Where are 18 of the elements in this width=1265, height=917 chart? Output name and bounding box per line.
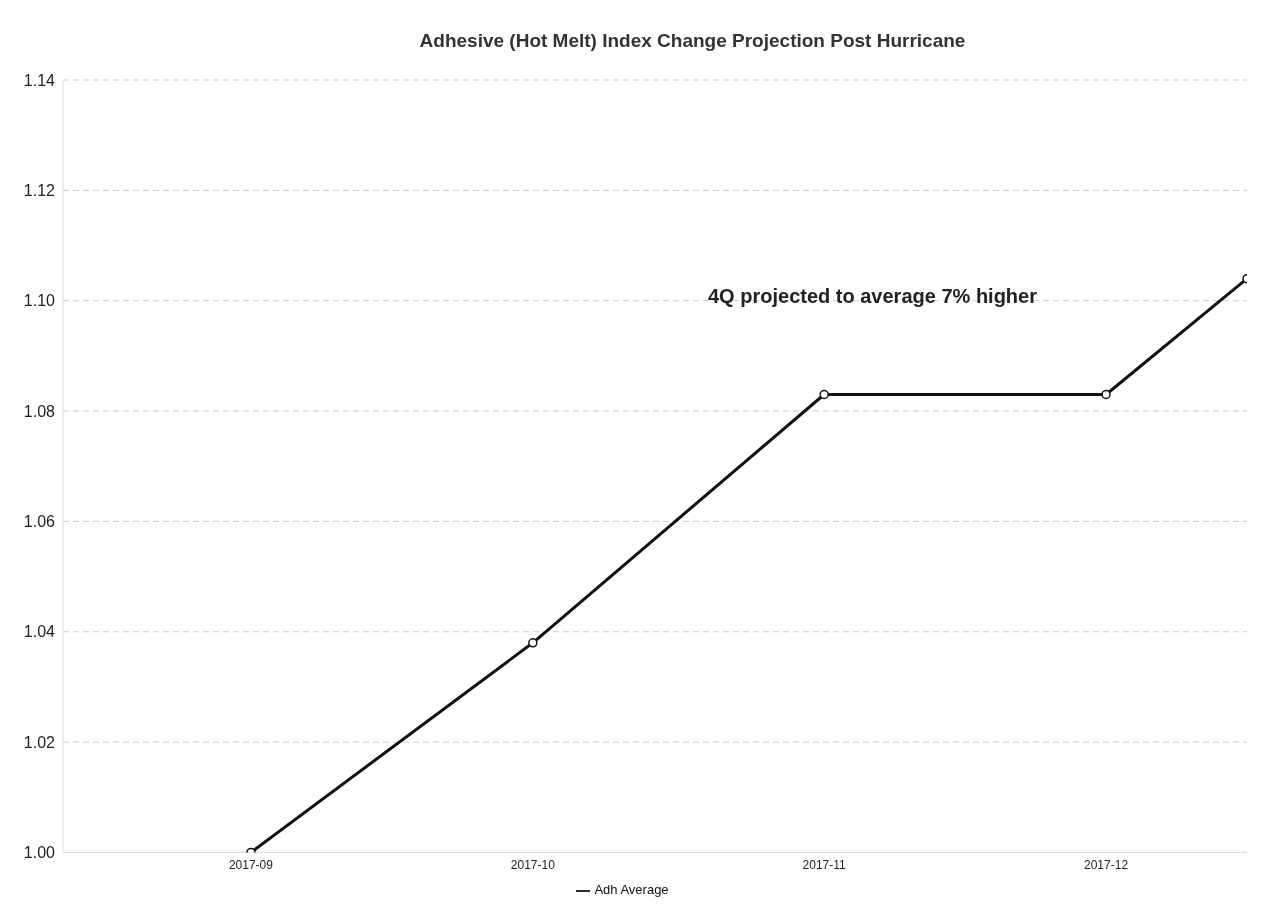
chart-title: Adhesive (Hot Melt) Index Change Projection Post Hurricane [418,29,967,53]
point [1101,389,1111,400]
y-tick-label: 1.12 [23,182,56,200]
y-tick-label: 1.04 [23,623,56,641]
x-tick-label: 2017-10 [510,857,556,872]
y-tick-label: 1.14 [23,71,56,89]
y-tick-label: 1.00 [23,844,56,862]
x-tick-label: 2017-12 [1084,857,1129,872]
legend-label: Adh Average [594,882,669,898]
x-tick-label: 2017-11 [802,857,847,872]
annotation: 4Q projected to average 7% higher [708,285,1037,308]
point [528,638,538,648]
y-tick-label: 1.06 [23,513,56,531]
y-tick-label: 1.10 [23,292,56,310]
x-tick-label: 2017-09 [228,857,274,872]
y-tick-label: 1.02 [23,733,56,751]
y-tick-label: 1.08 [23,402,56,420]
point [819,389,829,400]
